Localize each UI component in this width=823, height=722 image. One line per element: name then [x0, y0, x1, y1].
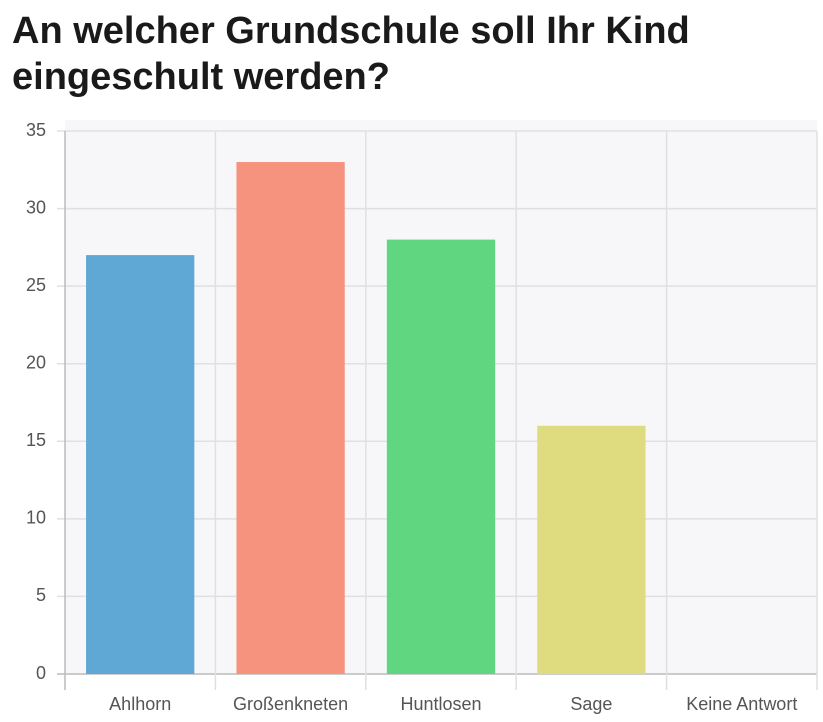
y-tick-label: 10 — [26, 508, 46, 528]
x-tick-label: Großenkneten — [233, 694, 348, 714]
y-tick-label: 20 — [26, 352, 46, 372]
y-tick-label: 25 — [26, 275, 46, 295]
y-tick-label: 0 — [36, 663, 46, 683]
y-tick-label: 5 — [36, 585, 46, 605]
y-tick-label: 30 — [26, 197, 46, 217]
x-tick-label: Ahlhorn — [109, 694, 171, 714]
chart-title: An welcher Grundschule soll Ihr Kind ein… — [12, 10, 690, 98]
bar — [86, 255, 195, 674]
y-tick-label: 35 — [26, 120, 46, 140]
bar — [236, 162, 345, 674]
bar — [537, 425, 646, 674]
x-tick-label: Keine Antwort — [686, 694, 797, 714]
x-tick-label: Sage — [570, 694, 612, 714]
y-tick-label: 15 — [26, 430, 46, 450]
x-tick-label: Huntlosen — [400, 694, 481, 714]
bar — [386, 239, 496, 674]
